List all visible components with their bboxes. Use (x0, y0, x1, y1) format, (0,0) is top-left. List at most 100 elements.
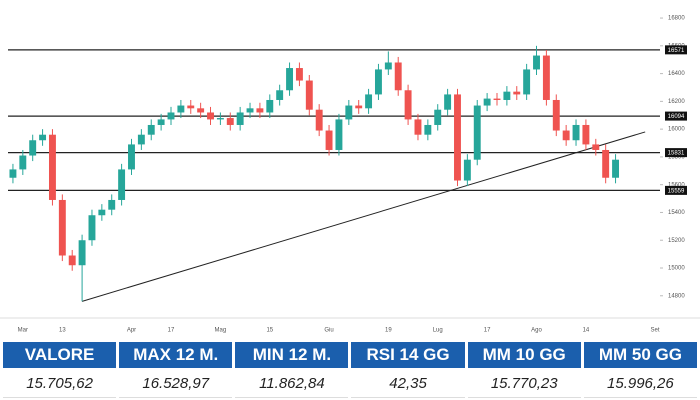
candle-body (256, 108, 264, 113)
candle-body (463, 159, 471, 181)
candle-body (513, 91, 521, 95)
candle-body (68, 255, 76, 266)
candle-body (424, 124, 432, 135)
candle-body (483, 98, 491, 106)
candle-body (177, 105, 185, 113)
candle-body (167, 112, 175, 120)
candle-body (542, 55, 550, 100)
candle-body (207, 112, 214, 120)
y-tick-label: 16200 (668, 99, 685, 105)
x-tick-label: Mar (18, 328, 28, 334)
candle-body (118, 169, 126, 200)
candle-body (365, 94, 373, 109)
level-label: 16571 (668, 48, 685, 54)
candle-body (355, 105, 363, 109)
candle-body (197, 108, 205, 113)
candle-body (147, 124, 155, 135)
candle-body (493, 98, 501, 100)
candle-body (187, 105, 195, 109)
candle-body (404, 90, 412, 120)
header-row: VALORE MAX 12 M. MIN 12 M. RSI 14 GG MM … (3, 342, 697, 369)
header-cell: VALORE (3, 342, 117, 369)
candle-body (345, 105, 353, 120)
candle-body (434, 109, 442, 125)
y-tick-label: 16800 (668, 16, 685, 22)
level-label: 15831 (668, 151, 685, 157)
candle-body (236, 112, 244, 125)
candle-body (612, 159, 620, 178)
candle-body (295, 68, 303, 81)
candle-body (454, 94, 461, 181)
candle-body (286, 68, 294, 91)
level-tag (665, 45, 687, 55)
level-tag (665, 148, 687, 158)
candle-body (444, 94, 452, 110)
x-tick-label: 13 (59, 328, 66, 334)
candle-body (325, 130, 333, 150)
chart: 1680016600164001620016000158001560015400… (0, 16, 700, 334)
x-tick-label: Mag (215, 328, 227, 334)
y-tick-label: 15200 (668, 238, 685, 244)
x-tick-label: 19 (385, 328, 392, 334)
trendline (81, 131, 646, 302)
y-tick-label: 14800 (668, 293, 685, 299)
candle-body (157, 119, 165, 125)
candle-body (384, 62, 392, 70)
x-tick-label: Apr (127, 328, 136, 334)
candle-body (226, 118, 234, 125)
candle-body (137, 134, 145, 145)
candle-body (582, 124, 590, 145)
value-cell: 15.996,26 (583, 370, 697, 398)
y-tick-label: 15600 (668, 182, 685, 188)
x-tick-label: 15 (266, 328, 273, 334)
candle-body (276, 90, 284, 100)
candle-body (572, 124, 580, 141)
candle-body (533, 55, 540, 70)
y-tick-label: 16000 (668, 127, 685, 133)
level-label: 15559 (668, 188, 685, 194)
value-cell: 16.528,97 (119, 370, 233, 398)
candle-body (266, 99, 274, 113)
candle-body (9, 169, 17, 178)
x-tick-label: 17 (484, 328, 491, 334)
candle-body (394, 62, 402, 91)
x-tick-label: 14 (583, 328, 590, 334)
header-cell: MIN 12 M. (235, 342, 349, 369)
y-tick-label: 15800 (668, 154, 685, 160)
candle-body (128, 144, 135, 170)
level-label: 16094 (668, 114, 685, 120)
candle-body (48, 134, 56, 200)
candle-body (503, 91, 511, 100)
candle-body (335, 119, 343, 150)
x-tick-label: Lug (433, 328, 443, 334)
x-tick-label: 17 (168, 328, 175, 334)
candle-body (19, 155, 27, 170)
candle-body (246, 108, 254, 113)
candle-body (39, 134, 47, 141)
header-cell: MM 10 GG (467, 342, 581, 369)
candle-body (552, 99, 560, 131)
value-cell: 15.770,23 (467, 370, 581, 398)
candle-body (374, 69, 382, 95)
candle-body (78, 240, 86, 266)
value-cell: 11.862,84 (235, 370, 349, 398)
candle-body (473, 105, 481, 160)
candle-body (315, 109, 323, 131)
candle-body (523, 69, 531, 95)
x-tick-label: Ago (531, 328, 542, 334)
candle-body (305, 80, 313, 110)
candle-body (592, 144, 600, 150)
x-tick-label: Set (651, 328, 660, 334)
candle-body (562, 130, 570, 141)
candle-body (88, 215, 96, 241)
header-cell: RSI 14 GG (351, 342, 465, 369)
value-cell: 42,35 (351, 370, 465, 398)
header-cell: MM 50 GG (583, 342, 697, 369)
level-tag (665, 185, 687, 195)
value-row: 15.705,62 16.528,97 11.862,84 42,35 15.7… (3, 370, 697, 398)
x-tick-label: Giu (324, 328, 333, 334)
candle-body (602, 149, 610, 178)
y-tick-label: 16400 (668, 71, 685, 77)
candle-body (108, 199, 116, 210)
